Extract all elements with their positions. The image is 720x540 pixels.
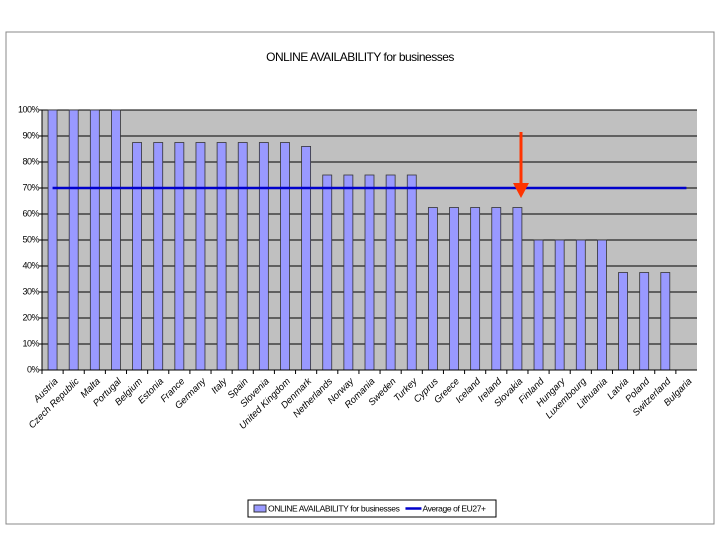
bar — [597, 239, 607, 371]
legend-swatch — [253, 504, 267, 513]
y-tick-label: 30% — [22, 286, 39, 296]
bar — [554, 239, 565, 371]
legend-label: ONLINE AVAILABILITY for businesses — [268, 503, 400, 513]
legend: ONLINE AVAILABILITY for businesses Averag… — [247, 499, 497, 518]
bar — [385, 174, 396, 371]
bar — [364, 174, 375, 371]
bar — [491, 207, 502, 371]
bar — [449, 207, 459, 371]
bar — [237, 142, 248, 371]
bar — [111, 109, 121, 371]
bar — [258, 142, 269, 371]
bar — [660, 272, 671, 371]
bar — [132, 142, 142, 371]
y-tick-label: 40% — [22, 260, 39, 270]
bar — [174, 142, 185, 371]
bar — [618, 272, 628, 371]
y-tick-label: 80% — [22, 156, 39, 166]
bar — [533, 239, 544, 371]
bar — [406, 174, 417, 371]
y-tick-label: 90% — [22, 130, 39, 140]
y-tick-label: 100% — [18, 104, 40, 114]
bar — [195, 142, 206, 371]
chart-title: ONLINE AVAILABILITY for businesses — [266, 50, 454, 64]
annotation-arrow — [513, 132, 529, 198]
bar — [322, 174, 333, 371]
bar — [89, 109, 100, 371]
bar — [47, 109, 58, 371]
y-tick-label: 60% — [22, 208, 39, 218]
bar — [68, 109, 79, 371]
y-tick-label: 70% — [22, 182, 39, 192]
bar — [301, 145, 312, 371]
bar — [343, 174, 354, 371]
y-tick-label: 20% — [22, 312, 39, 322]
legend-box — [247, 499, 497, 518]
bar — [575, 239, 586, 371]
bar — [216, 142, 227, 371]
bar — [280, 142, 290, 371]
bar — [153, 142, 164, 371]
y-tick-label: 50% — [22, 234, 39, 244]
bar — [427, 207, 438, 371]
bar — [639, 272, 650, 371]
bar — [470, 207, 481, 371]
y-tick-label: 10% — [22, 338, 39, 348]
legend-label: Average of EU27+ — [422, 503, 486, 513]
arrow-head — [513, 183, 529, 198]
y-tick-label: 0% — [27, 364, 40, 374]
bar — [512, 207, 523, 371]
